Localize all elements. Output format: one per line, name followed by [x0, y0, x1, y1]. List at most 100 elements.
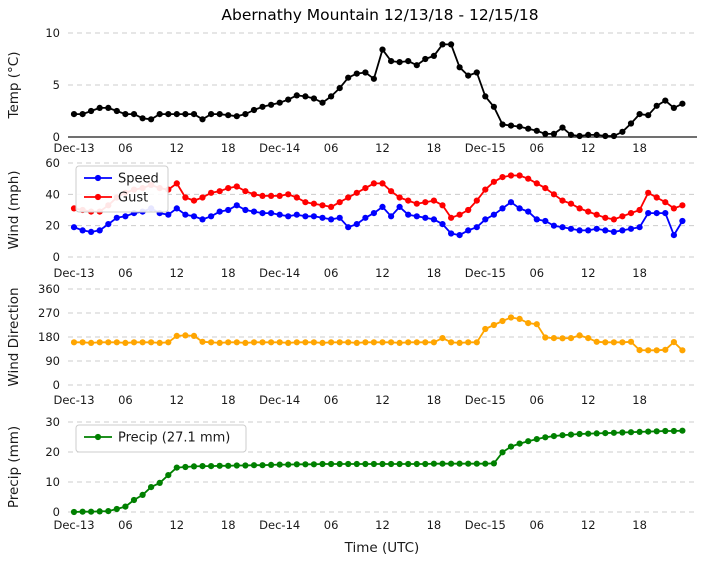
x-tick-label: 12 [375, 518, 390, 532]
x-tick-label: 12 [375, 393, 390, 407]
direction-marker [456, 339, 463, 346]
precip-marker [653, 428, 660, 435]
gust-marker [585, 208, 592, 215]
temp-marker [490, 103, 497, 110]
speed-marker [182, 211, 189, 218]
x-tick-label: Dec-13 [53, 141, 94, 155]
gust-marker [413, 200, 420, 207]
y-tick-label: 60 [45, 156, 60, 170]
x-tick-label: 18 [221, 266, 236, 280]
x-tick-label: 06 [324, 141, 339, 155]
speed-marker [593, 225, 600, 232]
gust-marker [559, 197, 566, 204]
precip-marker [396, 460, 403, 468]
direction-marker [96, 339, 103, 346]
temp-marker [113, 107, 120, 115]
speed-marker [113, 214, 120, 221]
direction-marker [636, 347, 643, 354]
gust-marker [379, 180, 386, 187]
precip-marker [388, 460, 395, 468]
temp-marker [293, 92, 300, 99]
temp-marker [473, 69, 480, 76]
speed-marker [328, 216, 335, 223]
speed-marker [396, 203, 403, 210]
speed-marker [559, 224, 566, 231]
gust-marker [525, 175, 532, 182]
temp-marker [645, 112, 652, 119]
temp-marker [268, 101, 275, 108]
temp-marker [627, 120, 635, 127]
speed-marker [388, 213, 395, 220]
speed-marker [525, 208, 532, 215]
x-tick-label: 06 [529, 393, 544, 407]
precip-marker [328, 460, 335, 468]
precip-marker [276, 461, 283, 468]
direction-marker [70, 339, 78, 346]
temp-marker [396, 59, 403, 66]
precip-legend: Precip (27.1 mm) [75, 424, 247, 453]
x-tick-label: 12 [581, 141, 596, 155]
direction-marker [585, 335, 592, 342]
x-tick-label: 12 [581, 518, 596, 532]
direction-marker [190, 332, 198, 339]
direction-marker [645, 347, 652, 354]
temp-marker [422, 55, 429, 63]
precip-marker [268, 461, 275, 468]
precip-marker [285, 461, 292, 468]
speed-marker [585, 227, 592, 234]
temp-marker [525, 125, 532, 132]
temp-marker [439, 41, 446, 48]
temp-marker [593, 131, 600, 138]
x-tick-label: 06 [529, 141, 544, 155]
gust-marker [353, 189, 360, 196]
x-tick-label: 18 [427, 393, 442, 407]
speed-marker [430, 216, 437, 223]
gust-marker [627, 210, 635, 217]
temp-marker [208, 111, 215, 118]
gust-marker [619, 213, 626, 220]
gust-marker [336, 199, 343, 206]
speed-marker [499, 205, 506, 212]
gust-marker [190, 197, 198, 204]
precip-marker [567, 431, 575, 438]
temp-marker [148, 116, 155, 123]
direction-marker [113, 339, 120, 346]
temp-marker [139, 115, 146, 122]
gust-marker [208, 189, 215, 196]
direction-marker [328, 339, 335, 346]
x-tick-label: 18 [221, 518, 236, 532]
temp-marker [259, 103, 266, 110]
temp-marker [105, 104, 112, 111]
temp-marker [362, 69, 369, 76]
speed-marker [490, 211, 497, 218]
temp-marker [533, 127, 540, 134]
direction-marker [79, 339, 86, 346]
direction-marker [507, 314, 515, 321]
temp-marker [507, 122, 515, 129]
speed-marker [516, 205, 523, 212]
precip-marker [430, 460, 437, 467]
direction-marker [156, 339, 163, 346]
gust-marker [242, 188, 249, 195]
precip-marker [465, 460, 472, 467]
x-tick-label: 18 [427, 141, 442, 155]
y-tick-label: 40 [45, 187, 60, 201]
direction-marker [662, 346, 669, 353]
direction-marker [542, 334, 549, 341]
speed-marker [276, 211, 283, 218]
precip-marker [516, 440, 523, 447]
gust-marker [507, 172, 515, 179]
direction-marker [413, 339, 420, 346]
x-tick-label: 06 [324, 518, 339, 532]
direction-marker [533, 321, 540, 328]
gust-marker [276, 192, 283, 199]
x-tick-label: 12 [169, 141, 184, 155]
speed-marker [627, 225, 635, 232]
direction-marker [225, 339, 232, 346]
temp-y-axis-label: Temp (°C) [6, 52, 22, 120]
precip-marker [88, 508, 95, 515]
x-tick-label: Dec-14 [259, 266, 300, 280]
temp-marker [182, 111, 189, 118]
direction-marker [473, 339, 480, 346]
